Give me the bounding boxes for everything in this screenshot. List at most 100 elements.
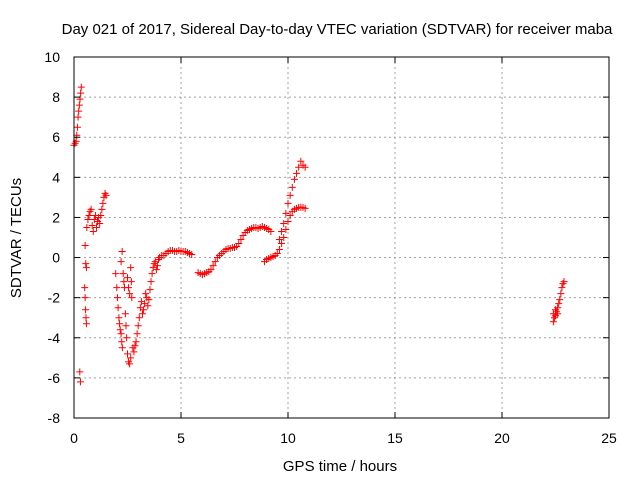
data-point <box>286 191 294 199</box>
y-tick-label: -4 <box>48 330 61 346</box>
data-point <box>125 284 133 292</box>
y-tick-label: 0 <box>52 250 60 266</box>
data-point <box>267 227 275 235</box>
x-tick-label: 0 <box>70 430 78 446</box>
y-tick-label: 6 <box>52 129 60 145</box>
data-point <box>85 211 93 219</box>
y-axis-label: SDTVAR / TECUs <box>8 178 25 298</box>
data-point <box>124 274 131 282</box>
data-point <box>301 163 309 171</box>
data-point <box>102 191 110 199</box>
data-point <box>188 251 196 259</box>
data-point <box>82 314 90 322</box>
data-point <box>113 284 121 292</box>
data-point <box>145 296 153 304</box>
data-point <box>88 221 96 229</box>
data-point <box>113 294 121 302</box>
data-point <box>142 290 150 298</box>
data-point <box>84 215 92 223</box>
data-point <box>297 157 305 165</box>
x-tick-label: 5 <box>177 430 185 446</box>
data-point <box>557 290 565 298</box>
data-point <box>290 175 298 183</box>
data-point <box>112 270 120 278</box>
y-tick-label: 2 <box>52 209 60 225</box>
gridlines <box>74 57 609 418</box>
data-point <box>144 302 152 310</box>
data-point <box>130 348 138 356</box>
y-tick-label: 10 <box>44 49 60 65</box>
data-point <box>275 246 283 254</box>
data-point <box>75 107 83 115</box>
data-point <box>127 264 135 272</box>
data-point <box>82 264 90 272</box>
data-point <box>74 113 82 121</box>
data-point <box>211 258 219 266</box>
data-point <box>153 262 161 270</box>
data-point <box>82 320 90 328</box>
y-tick-label: 4 <box>52 169 60 185</box>
data-point <box>554 310 562 318</box>
data-point <box>295 163 303 171</box>
data-point <box>121 310 129 318</box>
data-point <box>282 209 290 217</box>
data-point <box>115 314 123 322</box>
data-point <box>207 266 215 274</box>
data-point <box>116 326 124 334</box>
data-point <box>278 240 286 248</box>
data-point <box>122 322 130 330</box>
data-point <box>140 306 148 314</box>
x-tick-label: 25 <box>601 430 617 446</box>
y-tick-label: -2 <box>48 290 61 306</box>
data-point <box>99 199 107 207</box>
data-point <box>82 306 90 314</box>
y-tick-label: 8 <box>52 89 60 105</box>
data-point <box>555 300 563 308</box>
data-point <box>138 310 146 318</box>
data-point <box>147 278 155 286</box>
data-point <box>75 101 83 109</box>
data-point <box>77 83 85 91</box>
data-point <box>118 248 126 256</box>
data-point <box>96 219 104 227</box>
data-point <box>209 262 217 270</box>
data-point <box>89 227 97 235</box>
chart-title: Day 021 of 2017, Sidereal Day-to-day VTE… <box>62 21 613 38</box>
data-point <box>133 330 141 338</box>
data-point <box>126 290 134 298</box>
y-tick-label: -6 <box>48 370 61 386</box>
data-point <box>124 350 131 358</box>
data-point <box>92 223 100 231</box>
data-point <box>97 211 105 219</box>
data-point <box>301 204 309 212</box>
data-point <box>118 338 126 346</box>
data-point <box>127 354 135 362</box>
data-point <box>73 123 81 131</box>
data-point <box>77 89 85 97</box>
data-point <box>556 296 564 304</box>
data-point <box>284 217 292 225</box>
data-point <box>76 368 84 376</box>
data-point <box>118 344 126 352</box>
data-point <box>127 278 135 286</box>
data-point <box>119 270 127 278</box>
x-axis-label: GPS time / hours <box>283 458 397 475</box>
data-point <box>132 338 140 346</box>
data-point <box>81 294 89 302</box>
data-point <box>146 286 154 294</box>
data-point <box>116 320 124 328</box>
data-point <box>286 211 294 219</box>
data-point <box>282 225 290 233</box>
data-point <box>293 169 301 177</box>
y-tick-label: -8 <box>48 410 61 426</box>
data-point <box>87 205 95 213</box>
data-point <box>288 183 296 191</box>
data-point <box>278 227 286 235</box>
data-point <box>120 278 128 286</box>
data-point <box>275 236 283 244</box>
data-points <box>70 83 568 386</box>
data-point <box>81 284 89 292</box>
data-point <box>552 306 559 314</box>
